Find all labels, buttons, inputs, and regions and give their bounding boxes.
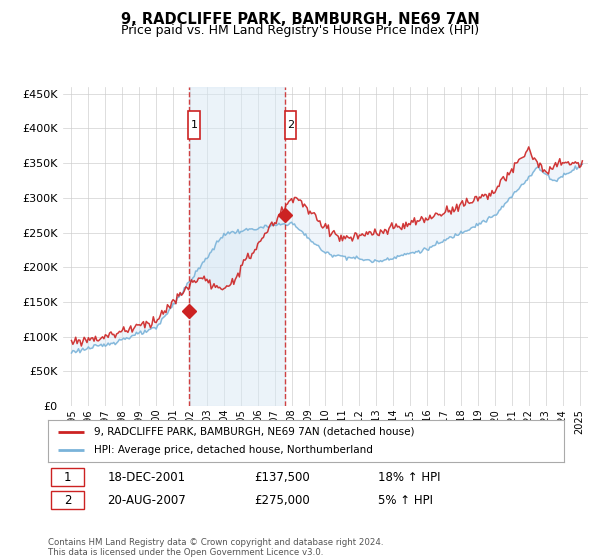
Text: 18-DEC-2001: 18-DEC-2001 — [107, 470, 185, 484]
Bar — [50, 468, 84, 486]
Text: 1: 1 — [191, 120, 198, 130]
Text: HPI: Average price, detached house, Northumberland: HPI: Average price, detached house, Nort… — [94, 445, 373, 455]
Bar — [284, 111, 296, 139]
Text: £137,500: £137,500 — [254, 470, 310, 484]
Text: 5% ↑ HPI: 5% ↑ HPI — [378, 493, 433, 507]
Bar — [188, 111, 200, 139]
Text: 1: 1 — [64, 470, 71, 484]
Text: Price paid vs. HM Land Registry's House Price Index (HPI): Price paid vs. HM Land Registry's House … — [121, 24, 479, 36]
Text: 9, RADCLIFFE PARK, BAMBURGH, NE69 7AN: 9, RADCLIFFE PARK, BAMBURGH, NE69 7AN — [121, 12, 479, 27]
Bar — [50, 491, 84, 509]
Text: 2: 2 — [287, 120, 294, 130]
Text: 2: 2 — [64, 493, 71, 507]
Text: 18% ↑ HPI: 18% ↑ HPI — [378, 470, 441, 484]
Text: 20-AUG-2007: 20-AUG-2007 — [107, 493, 186, 507]
Text: £275,000: £275,000 — [254, 493, 310, 507]
Text: Contains HM Land Registry data © Crown copyright and database right 2024.
This d: Contains HM Land Registry data © Crown c… — [48, 538, 383, 557]
Text: 9, RADCLIFFE PARK, BAMBURGH, NE69 7AN (detached house): 9, RADCLIFFE PARK, BAMBURGH, NE69 7AN (d… — [94, 427, 415, 437]
Bar — [190, 87, 286, 406]
